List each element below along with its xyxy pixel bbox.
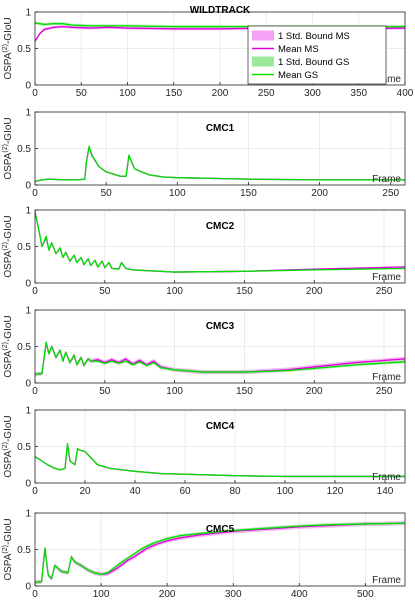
y-tick-label: 1 <box>25 509 31 520</box>
series-band-mean-ms <box>35 521 405 585</box>
x-tick-label: 100 <box>169 188 186 199</box>
series-line-mean-gs <box>34 341 406 375</box>
x-tick-label: 0 <box>32 88 38 99</box>
y-axis-label: OSPA(2)-GIoU <box>2 215 14 277</box>
x-axis-label: Frame <box>372 74 401 85</box>
series-line-mean-gs <box>34 211 406 273</box>
y-axis-label: OSPA(2)-GIoU <box>2 17 14 79</box>
panel-cmc1: 0 50 100 150 200 250 0 0.5 1 CMC1 Frame OSPA(2)-GIo… <box>2 108 406 199</box>
x-tick-label: 150 <box>240 188 257 199</box>
x-tick-label: 50 <box>99 286 111 297</box>
y-tick-label: 1 <box>25 206 31 217</box>
x-tick-label: 80 <box>229 486 241 497</box>
y-tick-label: 1 <box>25 8 31 19</box>
series-line-mean-gs <box>34 522 406 583</box>
panel-cmc2: 0 50 100 150 200 250 0 0.5 1 CMC2 Frame OSPA(2)-GIo… <box>2 206 406 297</box>
series-line-mean-gs <box>34 145 405 182</box>
chart-title: CMC3 <box>206 321 235 332</box>
x-tick-label: 0 <box>32 386 38 397</box>
x-tick-label: 120 <box>327 486 344 497</box>
x-axis-label: Frame <box>372 174 401 185</box>
y-tick-label: 0 <box>25 479 31 490</box>
legend-label: 1 Std. Bound GS <box>278 57 349 68</box>
x-tick-label: 250 <box>382 188 399 199</box>
x-tick-label: 100 <box>166 286 183 297</box>
x-tick-label: 150 <box>236 386 253 397</box>
x-tick-label: 0 <box>32 589 38 600</box>
y-axis-label: OSPA(2)-GIoU <box>2 315 14 377</box>
x-axis-label: Frame <box>372 472 401 483</box>
y-tick-label: 0 <box>25 81 31 92</box>
x-tick-label: 200 <box>306 286 323 297</box>
y-axis-label: OSPA(2)-GIoU <box>2 518 14 580</box>
x-tick-label: 300 <box>225 589 242 600</box>
legend-label: Mean MS <box>278 44 319 55</box>
x-tick-label: 300 <box>304 88 321 99</box>
x-tick-label: 500 <box>357 589 374 600</box>
legend-label: 1 Std. Bound MS <box>278 31 350 42</box>
x-tick-label: 40 <box>129 486 141 497</box>
y-axis-label: OSPA(2)-GIoU <box>2 117 14 179</box>
legend-swatch <box>252 56 274 67</box>
x-tick-label: 50 <box>101 188 113 199</box>
x-tick-label: 100 <box>277 486 294 497</box>
legend-swatch <box>252 30 274 41</box>
y-axis-label: OSPA(2)-GIoU <box>2 415 14 477</box>
x-tick-label: 150 <box>165 88 182 99</box>
y-tick-label: 0 <box>25 181 31 192</box>
x-tick-label: 200 <box>212 88 229 99</box>
y-tick-label: 0 <box>25 279 31 290</box>
x-tick-label: 60 <box>179 486 191 497</box>
x-tick-label: 0 <box>32 486 38 497</box>
y-tick-label: 0 <box>25 582 31 593</box>
x-tick-label: 400 <box>397 88 414 99</box>
y-tick-label: 1 <box>25 406 31 417</box>
x-tick-label: 250 <box>258 88 275 99</box>
x-axis-label: Frame <box>372 372 401 383</box>
y-tick-label: 0.5 <box>17 442 31 453</box>
x-axis-label: Frame <box>372 272 401 283</box>
y-tick-label: 0.5 <box>17 342 31 353</box>
series-line-mean-gs <box>34 442 405 478</box>
y-tick-label: 0.5 <box>17 242 31 253</box>
x-tick-label: 150 <box>236 286 253 297</box>
chart-title: CMC1 <box>206 123 235 134</box>
legend-label: Mean GS <box>278 70 318 81</box>
chart-title: WILDTRACK <box>190 5 251 16</box>
x-tick-label: 250 <box>376 386 393 397</box>
y-tick-label: 0.5 <box>17 545 31 556</box>
x-tick-label: 100 <box>93 589 110 600</box>
x-axis-label: Frame <box>372 575 401 586</box>
chart-title: CMC2 <box>206 221 235 232</box>
x-tick-label: 100 <box>166 386 183 397</box>
panel-cmc4: 0 20 40 60 80 100 120 140 0 0.5 1 CMC4 Frame OSPA(2)-… <box>2 406 406 497</box>
chart-title: CMC5 <box>206 524 235 535</box>
y-tick-label: 1 <box>25 306 31 317</box>
legend: 1 Std. Bound MS Mean MS 1 Std. Bound GS Mea… <box>247 25 387 85</box>
panel-cmc5: 0 100 200 300 400 500 0 0.5 1 CMC5 Frame OSPA(2)-GI… <box>2 509 406 600</box>
y-tick-label: 1 <box>25 108 31 119</box>
chart-title: CMC4 <box>206 421 235 432</box>
x-tick-label: 200 <box>306 386 323 397</box>
x-tick-label: 200 <box>159 589 176 600</box>
x-tick-label: 100 <box>119 88 136 99</box>
x-tick-label: 140 <box>377 486 394 497</box>
x-tick-label: 50 <box>99 386 111 397</box>
x-tick-label: 0 <box>32 286 38 297</box>
x-tick-label: 50 <box>76 88 88 99</box>
y-tick-label: 0.5 <box>17 144 31 155</box>
x-tick-label: 20 <box>79 486 91 497</box>
x-tick-label: 400 <box>291 589 308 600</box>
y-tick-label: 0 <box>25 379 31 390</box>
y-tick-label: 0.5 <box>17 44 31 55</box>
x-tick-label: 0 <box>32 188 38 199</box>
x-tick-label: 200 <box>311 188 328 199</box>
panel-cmc3: 0 50 100 150 200 250 0 0.5 1 CMC3 Frame OSPA(2)-GIo… <box>2 306 406 397</box>
x-tick-label: 350 <box>350 88 367 99</box>
x-tick-label: 250 <box>376 286 393 297</box>
